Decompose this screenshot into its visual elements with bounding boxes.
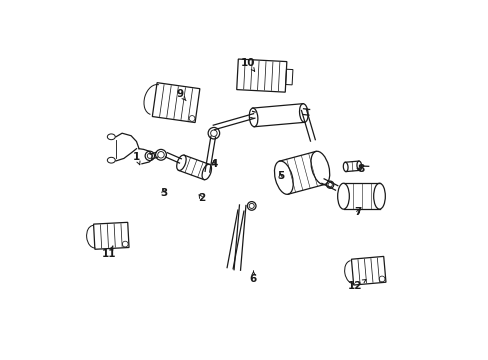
- Text: 12: 12: [347, 280, 365, 291]
- Text: 1: 1: [133, 152, 140, 165]
- Text: 5: 5: [276, 171, 284, 181]
- Text: 3: 3: [160, 188, 167, 198]
- Text: 8: 8: [356, 164, 365, 174]
- Text: 10: 10: [241, 58, 255, 71]
- Text: 6: 6: [249, 271, 257, 284]
- Text: 2: 2: [197, 193, 204, 203]
- Text: 4: 4: [210, 159, 217, 169]
- Text: 7: 7: [353, 207, 361, 217]
- Text: 9: 9: [176, 89, 185, 101]
- Text: 11: 11: [102, 246, 117, 259]
